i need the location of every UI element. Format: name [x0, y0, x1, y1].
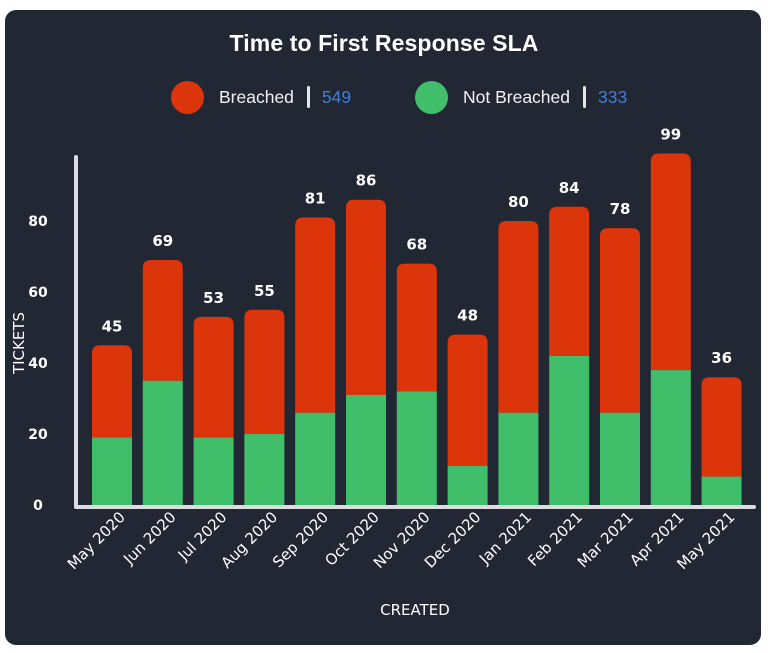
total-value-label: 48 — [457, 307, 478, 325]
bar-not-breached[interactable] — [650, 370, 691, 505]
y-tick-label: 0 — [33, 498, 43, 514]
legend-label: Not Breached — [463, 86, 571, 107]
bar-not-breached[interactable] — [92, 437, 132, 505]
bar-not-breached[interactable] — [396, 391, 437, 505]
total-value-label: 86 — [356, 172, 377, 190]
total-value-label: 45 — [102, 317, 123, 335]
total-value-label: 69 — [152, 232, 173, 250]
bar-breached[interactable] — [244, 309, 285, 434]
legend-separator — [583, 86, 587, 108]
y-tick-label: 40 — [28, 356, 48, 372]
legend: Breached 549 Not Breached 333 — [0, 80, 768, 114]
bar-breached[interactable] — [396, 263, 437, 392]
total-value-label: 81 — [305, 189, 326, 207]
bar-not-breached[interactable] — [549, 355, 590, 505]
x-axis-label: CREATED — [380, 601, 450, 619]
total-value-label: 80 — [508, 193, 529, 211]
value-labels-group: 45 69 53 55 81 86 68 48 80 84 78 99 36 — [102, 126, 732, 368]
total-value-label: 78 — [610, 200, 631, 218]
x-tick-label: Mar 2021 — [574, 508, 637, 571]
total-value-label: 55 — [254, 282, 275, 300]
bar-breached[interactable] — [142, 260, 183, 381]
bar-not-breached[interactable] — [346, 394, 386, 505]
x-tick-label: May 2020 — [64, 508, 129, 573]
legend-separator — [306, 86, 310, 108]
bar-breached[interactable] — [295, 217, 336, 413]
y-tick-label: 20 — [28, 427, 48, 443]
bar-breached[interactable] — [650, 153, 691, 371]
bar-breached[interactable] — [193, 316, 234, 438]
x-tick-label: Sep 2020 — [269, 508, 332, 571]
bar-not-breached[interactable] — [701, 476, 742, 505]
y-tick-label: 80 — [28, 214, 48, 230]
breached-color-dot-icon — [171, 80, 204, 114]
chart-title: Time to First Response SLA — [229, 30, 539, 56]
legend-item-not-breached[interactable]: Not Breached 333 — [415, 80, 627, 114]
bar-not-breached[interactable] — [193, 437, 234, 505]
bar-not-breached[interactable] — [447, 465, 488, 505]
legend-item-breached[interactable]: Breached 549 — [171, 80, 351, 114]
bar-not-breached[interactable] — [600, 412, 640, 505]
total-value-label: 68 — [406, 236, 427, 254]
bar-breached[interactable] — [600, 228, 640, 413]
bar-breached[interactable] — [447, 334, 488, 466]
bars-group — [92, 153, 742, 505]
bar-not-breached[interactable] — [295, 412, 336, 505]
legend-count: 333 — [598, 86, 628, 107]
x-tick-label: Jun 2020 — [119, 508, 179, 568]
legend-label: Breached — [219, 86, 294, 107]
y-tick-labels-group: 0 20 40 60 80 — [28, 214, 48, 514]
bar-breached[interactable] — [498, 221, 539, 413]
bar-breached[interactable] — [549, 206, 590, 356]
bar-not-breached[interactable] — [498, 412, 539, 505]
bar-not-breached[interactable] — [142, 380, 183, 505]
bar-breached[interactable] — [701, 377, 742, 477]
bar-not-breached[interactable] — [244, 434, 285, 505]
bar-breached[interactable] — [92, 345, 132, 438]
total-value-label: 36 — [711, 349, 732, 367]
y-tick-label: 60 — [28, 285, 48, 301]
y-axis-label: TICKETS — [10, 312, 28, 375]
legend-count: 549 — [321, 86, 352, 107]
not-breached-color-dot-icon — [415, 80, 448, 114]
total-value-label: 84 — [559, 179, 580, 197]
bar-breached[interactable] — [346, 199, 386, 395]
total-value-label: 53 — [203, 289, 224, 307]
total-value-label: 99 — [660, 126, 681, 144]
